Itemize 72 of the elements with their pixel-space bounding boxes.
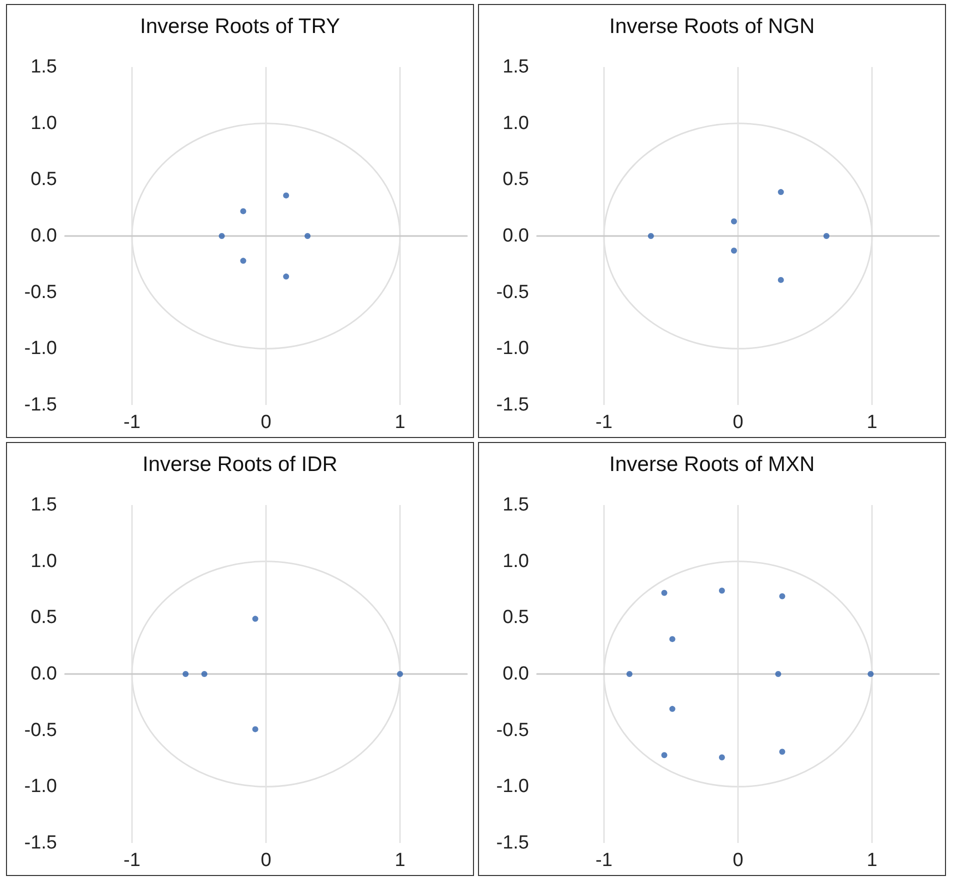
y-tick-label: 0.0 bbox=[30, 664, 57, 684]
point bbox=[779, 593, 786, 600]
point bbox=[218, 233, 225, 239]
point bbox=[182, 671, 189, 677]
point bbox=[779, 748, 786, 755]
point bbox=[240, 258, 246, 264]
x-tick-label: -1 bbox=[596, 850, 612, 871]
y-tick-label: -0.5 bbox=[24, 282, 57, 303]
y-tick-label: -1.5 bbox=[24, 832, 57, 854]
point bbox=[240, 208, 246, 214]
y-tick-label: -0.5 bbox=[496, 282, 529, 303]
x-tick-label: -1 bbox=[596, 412, 612, 433]
y-tick-label: -1.5 bbox=[496, 394, 529, 416]
x-tick-label: 0 bbox=[260, 850, 272, 871]
y-tick-label: 0.0 bbox=[502, 664, 529, 684]
y-tick-label: -1.0 bbox=[24, 776, 57, 798]
point bbox=[778, 276, 784, 283]
y-tick-label: 0.5 bbox=[502, 169, 529, 190]
point bbox=[201, 671, 208, 677]
y-tick-label: 1.5 bbox=[30, 56, 57, 78]
y-tick-label: -1.0 bbox=[24, 338, 57, 360]
x-tick-label: 1 bbox=[394, 412, 406, 433]
y-tick-label: -1.0 bbox=[496, 338, 529, 360]
y-tick-label: 0.5 bbox=[502, 607, 529, 628]
chart-title: Inverse Roots of NGN bbox=[609, 15, 815, 38]
x-tick-label: 0 bbox=[260, 412, 272, 433]
y-tick-label: 1.0 bbox=[30, 550, 57, 572]
point bbox=[626, 671, 632, 677]
y-tick-label: 1.0 bbox=[502, 550, 529, 572]
point bbox=[730, 248, 737, 254]
point bbox=[730, 218, 737, 224]
point bbox=[252, 616, 258, 622]
y-tick-label: -1.5 bbox=[24, 394, 57, 416]
y-tick-label: 0.5 bbox=[30, 169, 57, 190]
y-tick-label: 1.0 bbox=[502, 112, 529, 134]
x-tick-label: -1 bbox=[124, 850, 140, 871]
x-tick-label: -1 bbox=[124, 412, 140, 433]
y-tick-label: 1.5 bbox=[502, 494, 529, 516]
x-tick-label: 0 bbox=[732, 412, 744, 433]
y-tick-label: 1.5 bbox=[30, 494, 57, 516]
point bbox=[718, 588, 725, 594]
point bbox=[823, 233, 830, 239]
x-tick-label: 1 bbox=[866, 850, 878, 871]
point bbox=[669, 636, 676, 642]
point bbox=[775, 671, 782, 677]
y-tick-label: 0.0 bbox=[502, 226, 529, 246]
y-tick-label: -0.5 bbox=[496, 720, 529, 741]
chart-title: Inverse Roots of IDR bbox=[142, 453, 338, 476]
y-tick-label: 0.0 bbox=[30, 226, 57, 246]
point bbox=[661, 590, 668, 596]
chart-title: Inverse Roots of TRY bbox=[140, 15, 340, 38]
y-tick-label: -1.0 bbox=[496, 776, 529, 798]
y-tick-label: 1.5 bbox=[502, 56, 529, 78]
point bbox=[397, 671, 403, 677]
point bbox=[283, 192, 290, 198]
x-tick-label: 0 bbox=[732, 850, 744, 871]
chart-title: Inverse Roots of MXN bbox=[609, 453, 815, 476]
x-tick-label: 1 bbox=[394, 850, 406, 871]
y-tick-label: -1.5 bbox=[496, 832, 529, 854]
y-tick-label: 1.0 bbox=[30, 112, 57, 134]
x-tick-label: 1 bbox=[866, 412, 878, 433]
point bbox=[252, 726, 258, 732]
y-tick-label: -0.5 bbox=[24, 720, 57, 741]
y-tick-label: 0.5 bbox=[30, 607, 57, 628]
point bbox=[283, 274, 290, 280]
point bbox=[669, 706, 676, 712]
point bbox=[778, 189, 784, 196]
point bbox=[661, 752, 668, 758]
point bbox=[648, 233, 654, 239]
point bbox=[868, 671, 874, 677]
point bbox=[718, 754, 725, 760]
point bbox=[304, 233, 311, 239]
